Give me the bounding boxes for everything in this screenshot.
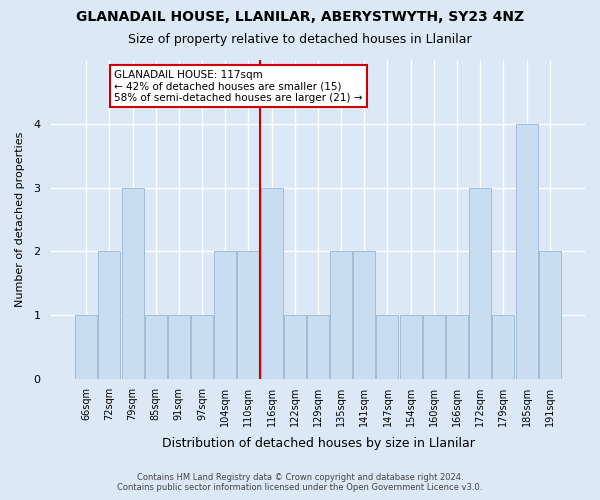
Bar bbox=[493, 315, 514, 379]
Text: Size of property relative to detached houses in Llanilar: Size of property relative to detached ho… bbox=[128, 32, 472, 46]
Bar bbox=[168, 315, 190, 379]
Bar bbox=[284, 315, 306, 379]
Bar bbox=[214, 252, 236, 379]
Bar bbox=[515, 124, 538, 379]
Bar bbox=[238, 252, 259, 379]
Bar bbox=[191, 315, 213, 379]
Bar bbox=[330, 252, 352, 379]
Text: Contains HM Land Registry data © Crown copyright and database right 2024.
Contai: Contains HM Land Registry data © Crown c… bbox=[118, 473, 482, 492]
Text: GLANADAIL HOUSE: 117sqm
← 42% of detached houses are smaller (15)
58% of semi-de: GLANADAIL HOUSE: 117sqm ← 42% of detache… bbox=[114, 70, 362, 103]
X-axis label: Distribution of detached houses by size in Llanilar: Distribution of detached houses by size … bbox=[161, 437, 475, 450]
Bar bbox=[98, 252, 121, 379]
Bar bbox=[376, 315, 398, 379]
Bar bbox=[75, 315, 97, 379]
Bar bbox=[469, 188, 491, 379]
Bar bbox=[307, 315, 329, 379]
Y-axis label: Number of detached properties: Number of detached properties bbox=[15, 132, 25, 307]
Bar bbox=[539, 252, 561, 379]
Bar bbox=[260, 188, 283, 379]
Bar bbox=[446, 315, 468, 379]
Bar bbox=[423, 315, 445, 379]
Bar bbox=[122, 188, 143, 379]
Text: GLANADAIL HOUSE, LLANILAR, ABERYSTWYTH, SY23 4NZ: GLANADAIL HOUSE, LLANILAR, ABERYSTWYTH, … bbox=[76, 10, 524, 24]
Bar bbox=[145, 315, 167, 379]
Bar bbox=[353, 252, 376, 379]
Bar bbox=[400, 315, 422, 379]
